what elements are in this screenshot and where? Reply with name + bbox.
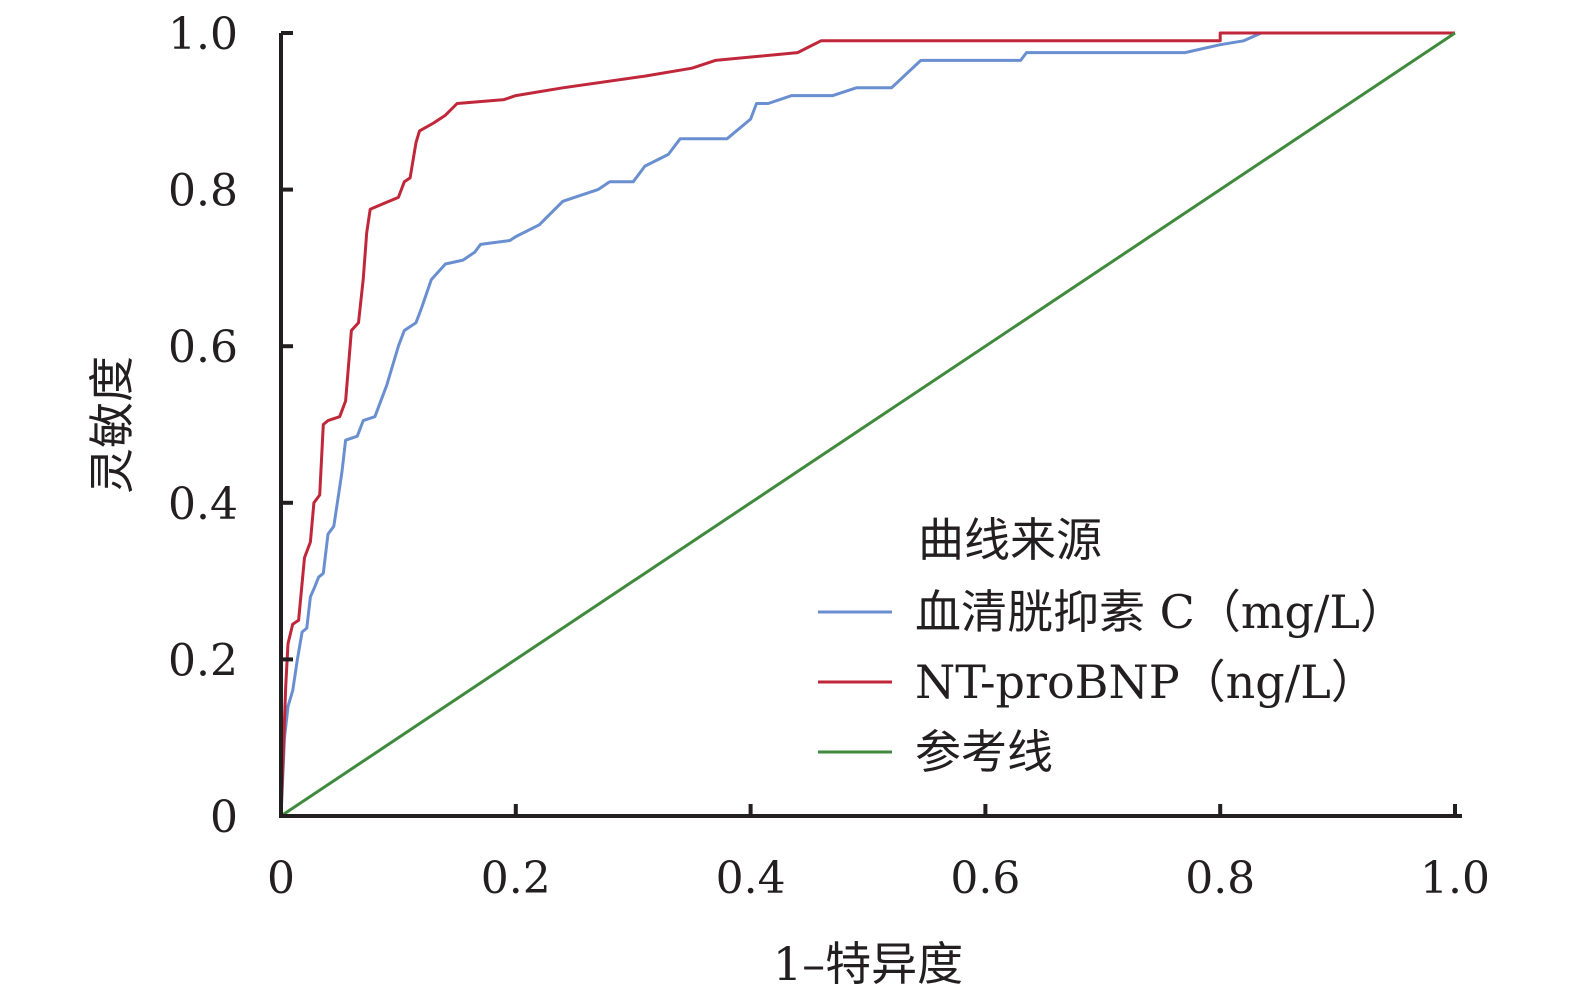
series-lines bbox=[279, 31, 1456, 818]
y-tick-label: 0.8 bbox=[168, 166, 238, 217]
y-axis-title: 灵敏度 bbox=[85, 356, 139, 494]
y-tick-label: 1.0 bbox=[168, 9, 238, 60]
y-tick-label: 0.4 bbox=[168, 479, 238, 530]
x-tick-label: 0 bbox=[267, 853, 295, 904]
y-tick-label: 0.2 bbox=[168, 635, 238, 686]
legend-label-1: NT-proBNP（ng/L） bbox=[915, 655, 1377, 709]
x-tick-label: 0.8 bbox=[1185, 853, 1255, 904]
x-tick-label: 0.4 bbox=[716, 853, 786, 904]
x-tick-label: 0.6 bbox=[950, 853, 1020, 904]
y-tick-label: 0 bbox=[210, 792, 238, 843]
series-line-1 bbox=[279, 31, 1455, 817]
x-tick-label: 1.0 bbox=[1420, 853, 1490, 904]
x-ticks: 0 0.2 0.4 0.6 0.8 1.0 bbox=[267, 804, 1490, 904]
y-tick-label: 0.6 bbox=[168, 322, 238, 373]
series-line-2 bbox=[280, 31, 1456, 818]
x-axis-title: 1–特异度 bbox=[773, 937, 963, 991]
legend: 曲线来源 血清胱抑素 C（mg/L） NT-proBNP（ng/L） 参考线 bbox=[818, 513, 1406, 779]
legend-title: 曲线来源 bbox=[918, 513, 1102, 567]
legend-label-2: 参考线 bbox=[915, 725, 1053, 779]
x-tick-label: 0.2 bbox=[481, 853, 551, 904]
y-ticks: 0 0.2 0.4 0.6 0.8 1.0 bbox=[168, 9, 293, 843]
series-line-0 bbox=[279, 31, 1455, 817]
legend-label-0: 血清胱抑素 C（mg/L） bbox=[915, 585, 1406, 639]
